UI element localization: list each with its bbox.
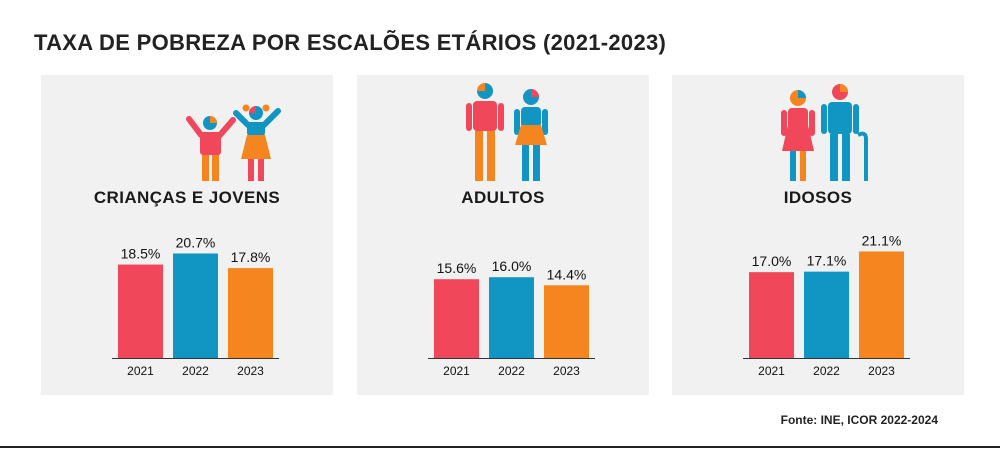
x-tick-label: 2022 <box>813 364 840 378</box>
bar-chart-elderly: 17.0% 2021 17.1% 2022 21.1% 2023 <box>743 232 910 378</box>
bar-2022 <box>489 277 534 358</box>
data-label: 17.1% <box>807 253 847 269</box>
x-tick-label: 2021 <box>758 364 785 378</box>
data-label: 21.1% <box>862 232 902 248</box>
data-label: 18.5% <box>121 246 161 262</box>
bar-chart-children: 18.5% 2021 20.7% 2022 17.8% 2023 <box>112 234 279 378</box>
source-note: Fonte: INE, ICOR 2022-2024 <box>780 413 938 427</box>
elderly-icon <box>781 84 868 181</box>
panel-title: IDOSOS <box>783 188 853 207</box>
bottom-divider <box>0 446 1000 448</box>
data-label: 15.6% <box>437 260 477 276</box>
bar-chart-adults: 15.6% 2021 16.0% 2022 14.4% 2023 <box>428 258 595 378</box>
panel-title: ADULTOS <box>461 188 545 207</box>
data-label: 20.7% <box>176 234 216 250</box>
bar-2022 <box>173 253 218 358</box>
data-label: 17.0% <box>752 253 792 269</box>
bar-2021 <box>118 264 163 358</box>
bar-2023 <box>544 285 589 358</box>
x-tick-label: 2021 <box>443 364 470 378</box>
x-tick-label: 2023 <box>868 364 895 378</box>
data-label: 14.4% <box>547 266 587 282</box>
bar-2022 <box>804 271 849 358</box>
panel-elderly: IDOSOS 17.0% 2021 17.1% 2022 21.1% 2023 <box>672 75 964 395</box>
bar-2023 <box>228 268 273 358</box>
data-label: 16.0% <box>492 258 532 274</box>
x-tick-label: 2021 <box>127 364 154 378</box>
x-tick-label: 2023 <box>553 364 580 378</box>
panel-children: CRIANÇAS E JOVENS 18.5% 2021 20.7% 2022 17.8… <box>41 75 333 395</box>
x-tick-label: 2022 <box>498 364 525 378</box>
x-tick-label: 2023 <box>237 364 264 378</box>
children-icon <box>186 104 281 181</box>
adults-icon <box>466 83 548 181</box>
panel-adults: ADULTOS 15.6% 2021 16.0% 2022 14.4% 2023 <box>357 75 649 395</box>
x-tick-label: 2022 <box>182 364 209 378</box>
bar-2021 <box>434 279 479 358</box>
bar-2023 <box>859 251 904 358</box>
page-title: TAXA DE POBREZA POR ESCALÕES ETÁRIOS (20… <box>34 30 667 55</box>
panel-title: CRIANÇAS E JOVENS <box>93 188 281 207</box>
data-label: 17.8% <box>231 249 271 265</box>
bar-2021 <box>749 272 794 358</box>
